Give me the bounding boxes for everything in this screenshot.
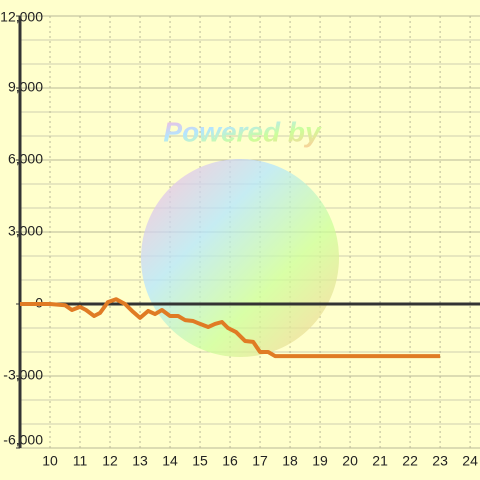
x-tick-label: 22: [402, 453, 418, 469]
watermark-text: Powered by: [163, 116, 322, 147]
y-tick-label: 6,000: [8, 151, 43, 167]
x-tick-label: 23: [432, 453, 448, 469]
series-line: [20, 297, 441, 359]
y-tick-label: -3,000: [3, 367, 43, 383]
x-tick-label: 19: [312, 453, 328, 469]
y-tick-label: 12,000: [0, 9, 43, 25]
y-tick-label: 9,000: [8, 79, 43, 95]
x-tick-label: 15: [192, 453, 208, 469]
y-tick-label: 3,000: [8, 223, 43, 239]
watermark-logo: [141, 159, 339, 357]
x-tick-label: 13: [132, 453, 148, 469]
x-tick-label: 11: [73, 453, 88, 469]
y-tick-label: -6,000: [3, 432, 43, 448]
x-tick-label: 14: [162, 453, 178, 469]
x-tick-label: 10: [42, 453, 58, 469]
x-tick-label: 20: [342, 453, 358, 469]
x-tick-label: 12: [102, 453, 118, 469]
x-tick-label: 18: [282, 453, 298, 469]
x-tick-label: 24: [462, 453, 478, 469]
x-tick-label: 21: [372, 453, 388, 469]
x-tick-label: 17: [252, 453, 268, 469]
x-tick-label: 16: [222, 453, 238, 469]
